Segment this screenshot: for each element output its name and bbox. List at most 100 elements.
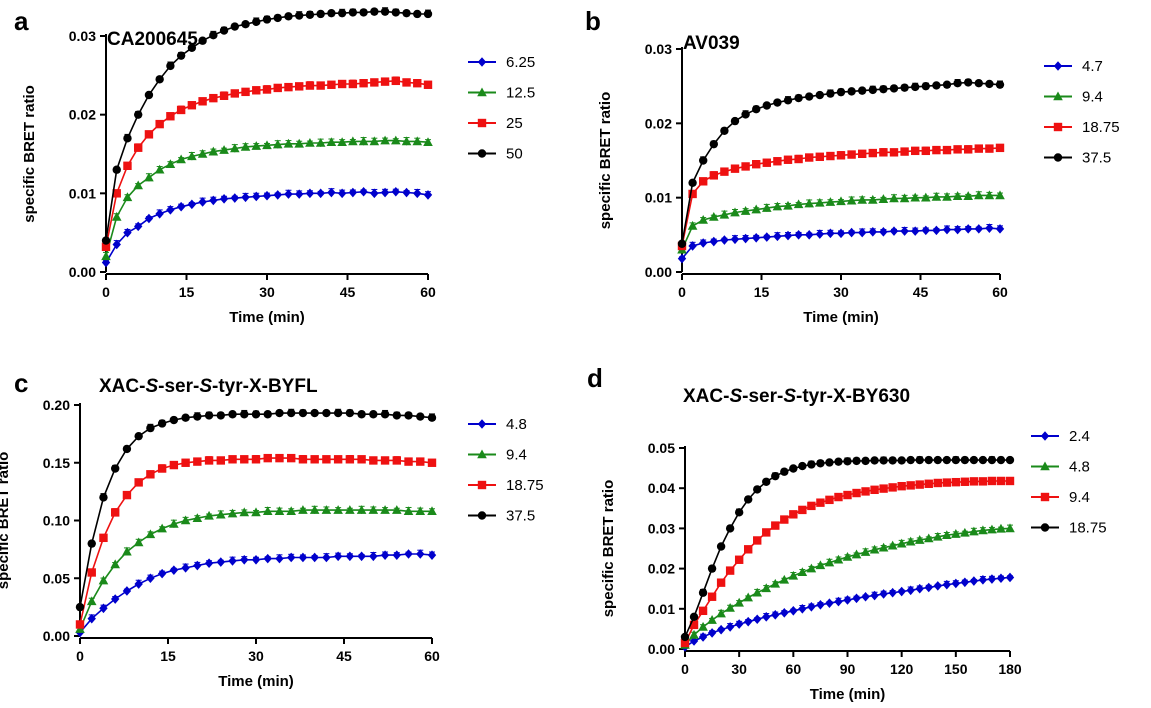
data-point: [310, 552, 319, 563]
x-tick-label: 0: [102, 284, 110, 300]
data-point: [423, 190, 433, 200]
data-point: [284, 12, 293, 21]
legend-marker: [477, 57, 487, 67]
x-tick-label: 15: [160, 648, 176, 664]
data-point: [995, 143, 1005, 153]
data-point: [720, 235, 729, 245]
data-point: [879, 148, 888, 157]
legend: 2.4 4.8 9.4 18.75: [1031, 428, 1107, 537]
data-point: [953, 78, 962, 88]
data-point: [169, 415, 179, 425]
data-point: [798, 461, 807, 471]
data-point: [794, 93, 803, 103]
panel-d: d XAC-S-ser-S-tyr-X-BY630 0.00 0.01 0.02 0.03…: [587, 363, 1107, 703]
data-point: [166, 112, 175, 121]
data-point: [743, 545, 753, 554]
data-point: [316, 188, 325, 199]
data-point: [216, 557, 225, 567]
data-point: [402, 187, 411, 198]
data-point: [987, 455, 997, 465]
data-point: [996, 476, 1006, 486]
data-point: [193, 457, 202, 466]
data-point: [327, 8, 336, 18]
data-point: [847, 87, 856, 96]
data-point: [836, 196, 846, 206]
data-point: [889, 84, 899, 93]
data-point: [933, 581, 942, 591]
data-point: [825, 495, 834, 505]
series-9.4: [75, 505, 437, 633]
data-point: [333, 408, 343, 418]
legend: 4.7 9.4 18.75 37.5: [1044, 58, 1120, 167]
data-point: [772, 201, 783, 211]
data-point: [942, 579, 952, 590]
chart-title: XAC-S-ser-S-tyr-X-BYFL: [99, 376, 318, 397]
data-point: [969, 526, 979, 536]
data-point: [187, 199, 197, 210]
data-point: [861, 591, 870, 602]
chart-title: CA200645: [107, 29, 198, 50]
data-point: [357, 410, 366, 419]
data-point: [134, 143, 143, 152]
data-point: [915, 455, 924, 465]
data-point: [166, 205, 175, 215]
data-point: [816, 459, 825, 468]
data-point: [333, 505, 343, 514]
data-point: [699, 238, 708, 248]
y-tick-label: 0.05: [648, 440, 675, 456]
data-point: [783, 230, 793, 241]
data-point: [861, 487, 870, 496]
legend-marker: [1053, 91, 1063, 101]
series-2.4: [680, 572, 1015, 652]
data-point: [133, 537, 144, 547]
fit-curve: [79, 553, 433, 634]
x-tick-label: 45: [340, 284, 356, 300]
data-point: [816, 599, 825, 610]
data-point: [734, 508, 744, 517]
data-point: [391, 186, 400, 197]
data-point: [380, 187, 390, 198]
data-point: [423, 9, 433, 19]
data-point: [359, 186, 368, 197]
data-point: [337, 137, 347, 146]
data-point: [101, 236, 111, 245]
data-point: [321, 505, 332, 514]
data-point: [964, 145, 973, 154]
panel-a: a CA200645 0.00 0.01 0.02 0.03 0 15 30 45 60 Time (…: [14, 6, 535, 326]
data-point: [974, 78, 983, 88]
data-point: [770, 578, 781, 588]
data-point: [87, 613, 96, 624]
data-point: [193, 412, 202, 421]
data-point: [187, 101, 197, 110]
data-point: [295, 11, 304, 20]
data-point: [345, 455, 355, 464]
data-point: [921, 192, 931, 202]
data-point: [680, 632, 690, 642]
x-axis-label: Time (min): [229, 309, 305, 326]
data-point: [110, 559, 120, 569]
data-point: [295, 189, 304, 199]
data-point: [984, 190, 995, 200]
data-point: [798, 604, 807, 614]
data-point: [709, 236, 718, 247]
data-point: [807, 501, 816, 511]
series-9.4: [677, 190, 1005, 254]
data-point: [198, 97, 207, 106]
data-point: [230, 193, 239, 203]
legend: 6.25 12.5 25 50: [468, 54, 535, 163]
data-point: [230, 143, 240, 153]
data-point: [915, 480, 924, 489]
data-point: [707, 615, 717, 624]
data-point: [99, 493, 108, 502]
data-point: [287, 552, 296, 563]
data-point: [836, 228, 846, 239]
y-tick-label: 0.03: [645, 41, 672, 57]
data-point: [906, 585, 915, 596]
data-point: [826, 151, 835, 161]
x-tick-label: 60: [420, 284, 436, 300]
data-point: [86, 596, 97, 606]
data-point: [964, 78, 973, 87]
y-axis-label: specific BRET ratio: [21, 85, 38, 223]
data-point: [797, 567, 808, 577]
data-point: [762, 612, 771, 622]
